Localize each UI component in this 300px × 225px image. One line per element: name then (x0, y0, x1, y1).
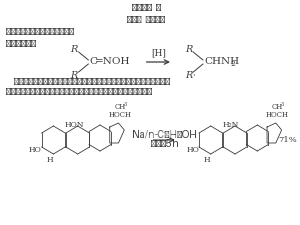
Text: R: R (185, 70, 192, 79)
Text: CH: CH (115, 103, 126, 111)
Text: HO: HO (186, 146, 199, 154)
Text: HOCH: HOCH (266, 111, 289, 119)
Text: R: R (70, 70, 77, 79)
Text: CH: CH (272, 103, 283, 111)
Text: 71%: 71% (279, 136, 298, 144)
Text: HO: HO (29, 146, 42, 154)
Text: 3: 3 (280, 103, 284, 108)
Text: HON: HON (65, 121, 85, 129)
Text: H: H (203, 156, 210, 164)
Text: 2: 2 (230, 61, 235, 68)
Text: R: R (185, 45, 192, 54)
Text: HOCH: HOCH (109, 111, 132, 119)
Text: ': ' (192, 73, 195, 81)
Text: H: H (46, 156, 53, 164)
Text: H₂N: H₂N (222, 121, 239, 129)
Text: CHNH: CHNH (204, 58, 239, 67)
Text: [H]: [H] (151, 48, 166, 57)
Text: C: C (89, 58, 97, 67)
Text: =NOH: =NOH (95, 58, 131, 67)
Text: R: R (70, 45, 77, 54)
Text: 3: 3 (123, 103, 127, 108)
